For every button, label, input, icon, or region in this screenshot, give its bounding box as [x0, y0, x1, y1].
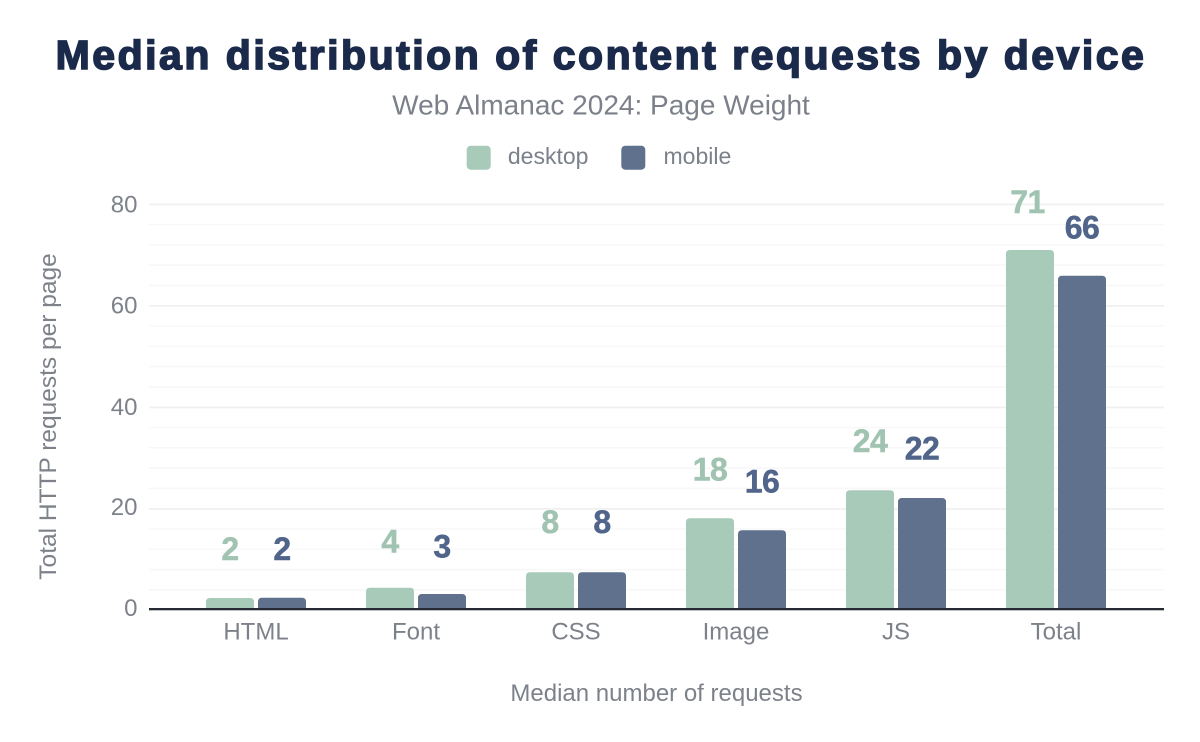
svg-text:60: 60	[111, 293, 138, 320]
svg-text:Median distribution of content: Median distribution of content requests …	[56, 32, 1147, 78]
svg-text:Web Almanac 2024: Page Weight: Web Almanac 2024: Page Weight	[392, 89, 810, 120]
svg-text:Median number of requests: Median number of requests	[510, 680, 802, 707]
svg-text:66: 66	[1065, 209, 1100, 245]
svg-text:Total HTTP requests per page: Total HTTP requests per page	[35, 253, 62, 579]
svg-text:16: 16	[745, 464, 780, 500]
svg-text:80: 80	[111, 192, 138, 219]
svg-text:20: 20	[111, 494, 138, 521]
svg-text:18: 18	[693, 451, 728, 487]
svg-text:desktop: desktop	[508, 143, 589, 169]
svg-text:8: 8	[541, 504, 558, 540]
svg-text:JS: JS	[882, 619, 910, 646]
svg-text:mobile: mobile	[664, 143, 732, 169]
svg-text:HTML: HTML	[223, 619, 288, 646]
svg-text:40: 40	[111, 394, 138, 421]
svg-text:Image: Image	[703, 619, 770, 646]
svg-text:CSS: CSS	[551, 619, 600, 646]
svg-text:24: 24	[853, 423, 888, 459]
svg-text:2: 2	[273, 531, 290, 567]
svg-text:71: 71	[1010, 184, 1045, 220]
svg-text:4: 4	[381, 524, 399, 560]
svg-text:0: 0	[124, 595, 137, 622]
svg-text:Font: Font	[392, 619, 440, 646]
svg-text:8: 8	[593, 504, 610, 540]
svg-text:Total: Total	[1031, 619, 1082, 646]
svg-text:2: 2	[221, 531, 238, 567]
svg-text:22: 22	[905, 431, 940, 467]
svg-text:3: 3	[433, 529, 450, 565]
